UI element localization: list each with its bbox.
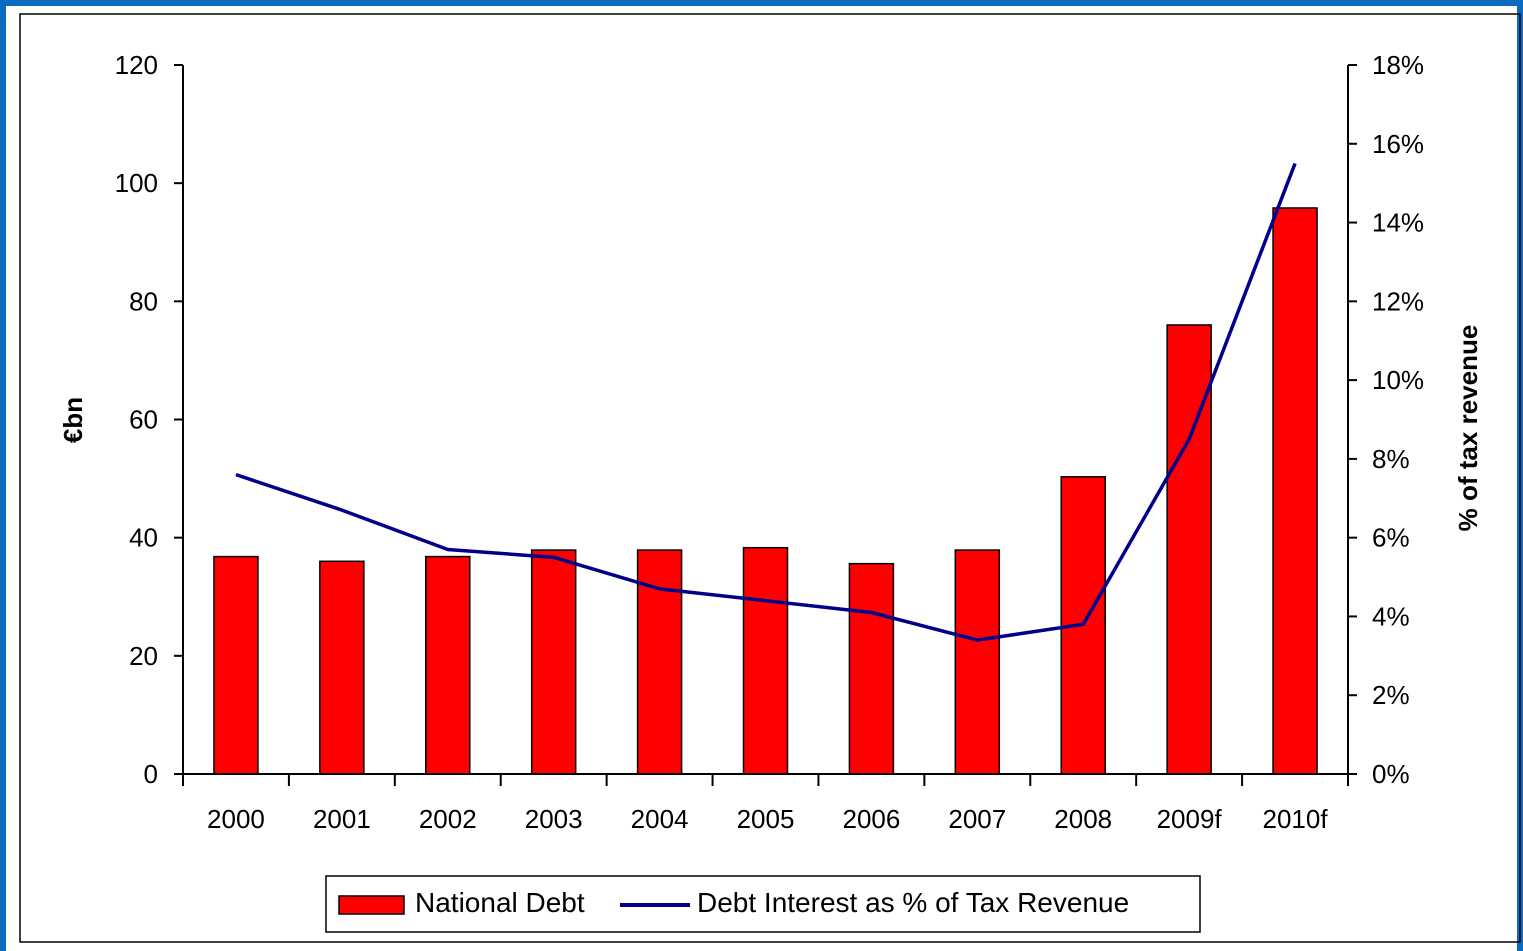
x-tick-label-2004: 2004: [631, 804, 689, 834]
legend-label-national-debt: National Debt: [415, 887, 585, 918]
x-tick-label-2005: 2005: [737, 804, 795, 834]
left-tick-label: 60: [129, 405, 158, 435]
x-tick-label-2002: 2002: [419, 804, 477, 834]
x-tick-label-2010f: 2010f: [1263, 804, 1329, 834]
legend-label-debt-interest: Debt Interest as % of Tax Revenue: [697, 887, 1129, 918]
x-tick-label-2009f: 2009f: [1157, 804, 1223, 834]
bar-national-debt-2010f: [1272, 207, 1318, 775]
bar-national-debt-2003: [530, 549, 577, 775]
right-tick-label: 8%: [1372, 444, 1410, 474]
x-tick-label-2007: 2007: [948, 804, 1006, 834]
bar-national-debt-2000: [213, 555, 259, 775]
right-tick-label: 2%: [1372, 680, 1410, 710]
x-tick-label-2001: 2001: [313, 804, 371, 834]
legend-box: [325, 875, 1201, 933]
left-tick-label: 100: [115, 168, 158, 198]
right-tick-label: 10%: [1372, 365, 1424, 395]
left-tick-label: 40: [129, 523, 158, 553]
bar-national-debt-2006: [848, 562, 895, 775]
x-tick-label-2006: 2006: [842, 804, 900, 834]
bar-national-debt-2001: [319, 560, 365, 775]
legend-swatch-national-debt: [338, 895, 405, 915]
right-tick-label: 4%: [1372, 601, 1410, 631]
right-tick-label: 16%: [1372, 129, 1424, 159]
bar-national-debt-2002: [425, 555, 471, 775]
left-tick-label: 120: [115, 50, 158, 80]
y2-axis-title: % of tax revenue: [1453, 325, 1483, 532]
right-tick-label: 14%: [1372, 208, 1424, 238]
bar-national-debt-2009f: [1166, 324, 1212, 775]
left-tick-label: 20: [129, 641, 158, 671]
left-tick-label: 0: [144, 759, 158, 789]
right-tick-label: 0%: [1372, 759, 1410, 789]
y-axis-title: €bn: [58, 397, 88, 443]
x-tick-label-2003: 2003: [525, 804, 583, 834]
chart-border: [19, 13, 1521, 943]
right-tick-label: 18%: [1372, 50, 1424, 80]
bar-national-debt-2007: [954, 549, 1001, 775]
x-tick-label-2008: 2008: [1054, 804, 1112, 834]
left-tick-label: 80: [129, 286, 158, 316]
x-tick-label-2000: 2000: [207, 804, 265, 834]
bar-national-debt-2005: [742, 546, 789, 775]
right-tick-label: 6%: [1372, 523, 1410, 553]
right-tick-label: 12%: [1372, 286, 1424, 316]
